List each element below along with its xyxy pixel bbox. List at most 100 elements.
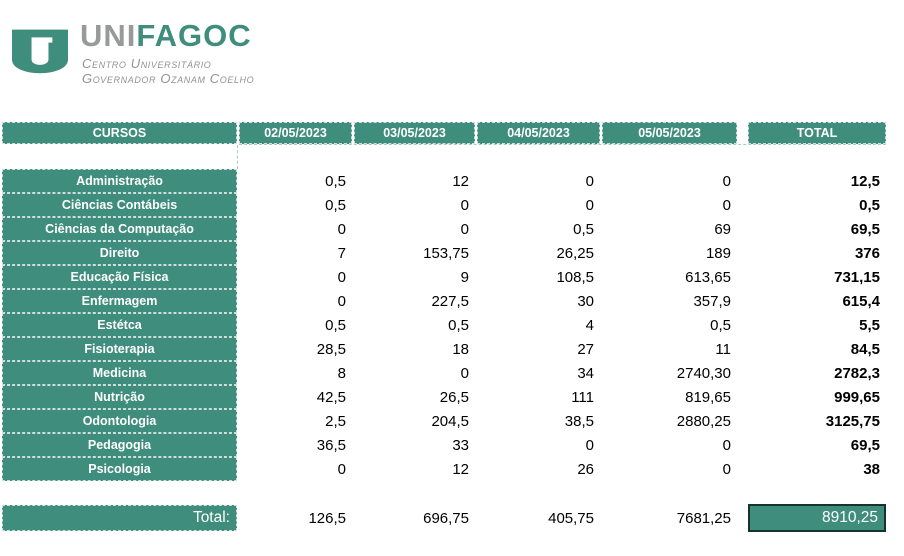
value-cell[interactable]: 12	[452, 460, 469, 478]
course-name-cell[interactable]: Psicologia	[2, 457, 237, 481]
header-cell-date-4[interactable]: 05/05/2023	[602, 122, 737, 144]
value-cell[interactable]: 18	[452, 340, 469, 358]
value-cell[interactable]: 42,5	[316, 388, 346, 406]
header-cell-date-2[interactable]: 03/05/2023	[354, 122, 475, 144]
value-cell[interactable]: 2880,25	[676, 412, 731, 430]
value-cell[interactable]: 204,5	[431, 412, 469, 430]
value-cell[interactable]: 0	[722, 460, 731, 478]
value-cell[interactable]: 0	[337, 268, 346, 286]
footer-value-cell[interactable]: 696,75	[423, 509, 469, 527]
course-name-cell[interactable]: Nutrição	[2, 385, 237, 409]
value-cell[interactable]: 227,5	[431, 292, 469, 310]
brand-text: UNIFAGOC	[80, 20, 252, 51]
header-cell-date-3[interactable]: 04/05/2023	[477, 122, 600, 144]
course-name-cell[interactable]: Ciências da Computação	[2, 217, 237, 241]
course-name-label: Estétca	[97, 318, 142, 332]
value-cell[interactable]: 8	[337, 364, 346, 382]
row-total-cell[interactable]: 3125,75	[825, 412, 880, 430]
value-cell[interactable]: 2,5	[325, 412, 346, 430]
value-cell[interactable]: 0	[460, 364, 469, 382]
row-total-cell[interactable]: 999,65	[834, 388, 880, 406]
value-cell[interactable]: 357,9	[693, 292, 731, 310]
value-cell[interactable]: 0	[585, 172, 594, 190]
course-name-cell[interactable]: Pedagogia	[2, 433, 237, 457]
value-cell[interactable]: 34	[577, 364, 594, 382]
value-cell[interactable]: 819,65	[685, 388, 731, 406]
value-cell[interactable]: 26,25	[556, 244, 594, 262]
value-cell[interactable]: 0,5	[710, 316, 731, 334]
value-cell[interactable]: 7	[337, 244, 346, 262]
header-cell-total[interactable]: TOTAL	[748, 122, 886, 144]
course-name-cell[interactable]: Medicina	[2, 361, 237, 385]
value-cell[interactable]: 0	[585, 436, 594, 454]
course-name-cell[interactable]: Educação Física	[2, 265, 237, 289]
course-name-cell[interactable]: Ciências Contábeis	[2, 193, 237, 217]
value-cell[interactable]: 12	[452, 172, 469, 190]
footer-label-cell[interactable]: Total:	[2, 505, 237, 531]
value-cell[interactable]: 0	[722, 172, 731, 190]
table-row: Psicologia 0 12 26 0 38	[0, 457, 904, 481]
value-cell[interactable]: 0	[722, 196, 731, 214]
course-name-label: Medicina	[92, 366, 147, 380]
value-cell[interactable]: 27	[577, 340, 594, 358]
value-cell[interactable]: 0	[337, 220, 346, 238]
row-total-cell[interactable]: 5,5	[859, 316, 880, 334]
row-total-cell[interactable]: 84,5	[850, 340, 880, 358]
value-cell[interactable]: 0	[460, 220, 469, 238]
row-total-cell[interactable]: 69,5	[850, 220, 880, 238]
value-cell[interactable]: 189	[705, 244, 731, 262]
grand-total-cell[interactable]: 8910,25	[748, 504, 886, 532]
row-total-cell[interactable]: 731,15	[834, 268, 880, 286]
value-cell[interactable]: 11	[715, 340, 731, 358]
value-cell[interactable]: 26	[577, 460, 594, 478]
value-cell[interactable]: 0,5	[325, 172, 346, 190]
value-cell[interactable]: 30	[577, 292, 594, 310]
row-total-cell[interactable]: 615,4	[842, 292, 880, 310]
value-cell[interactable]: 0	[337, 292, 346, 310]
value-cell[interactable]: 36,5	[316, 436, 346, 454]
value-cell[interactable]: 0	[722, 436, 731, 454]
header-cell-cursos[interactable]: CURSOS	[2, 122, 237, 144]
course-name-cell[interactable]: Estétca	[2, 313, 237, 337]
row-total-cell[interactable]: 2782,3	[834, 364, 880, 382]
value-cell[interactable]: 0,5	[448, 316, 469, 334]
course-name-cell[interactable]: Administração	[2, 169, 237, 193]
footer-value-cell[interactable]: 126,5	[308, 509, 346, 527]
value-cell[interactable]: 0,5	[325, 316, 346, 334]
header-cursos-label: CURSOS	[92, 126, 147, 140]
value-cell[interactable]: 69	[714, 220, 731, 238]
value-cell[interactable]: 0,5	[573, 220, 594, 238]
course-name-label: Nutrição	[94, 390, 145, 404]
value-cell[interactable]: 2740,30	[676, 364, 731, 382]
value-cell[interactable]: 38,5	[564, 412, 594, 430]
table-row: Administração 0,5 12 0 0 12,5	[0, 169, 904, 193]
value-cell[interactable]: 111	[571, 388, 594, 406]
row-total-cell[interactable]: 0,5	[859, 196, 880, 214]
value-cell[interactable]: 108,5	[556, 268, 594, 286]
row-total-cell[interactable]: 12,5	[850, 172, 880, 190]
value-cell[interactable]: 153,75	[423, 244, 469, 262]
value-cell[interactable]: 0	[460, 196, 469, 214]
course-name-label: Ciências da Computação	[45, 222, 194, 236]
row-total-cell[interactable]: 38	[863, 460, 880, 478]
value-cell[interactable]: 0	[337, 460, 346, 478]
value-cell[interactable]: 0,5	[325, 196, 346, 214]
course-name-cell[interactable]: Fisioterapia	[2, 337, 237, 361]
value-cell[interactable]: 26,5	[439, 388, 469, 406]
footer-value-cell[interactable]: 7681,25	[676, 509, 731, 527]
footer-value-cell[interactable]: 405,75	[548, 509, 594, 527]
course-name-cell[interactable]: Direito	[2, 241, 237, 265]
header-cell-date-1[interactable]: 02/05/2023	[239, 122, 352, 144]
course-name-cell[interactable]: Enfermagem	[2, 289, 237, 313]
value-cell[interactable]: 28,5	[316, 340, 346, 358]
value-cell[interactable]: 0	[585, 196, 594, 214]
table-row: Educação Física 0 9 108,5 613,65 731,15	[0, 265, 904, 289]
table-row: Estétca 0,5 0,5 4 0,5 5,5	[0, 313, 904, 337]
course-name-cell[interactable]: Odontologia	[2, 409, 237, 433]
value-cell[interactable]: 4	[585, 316, 594, 334]
value-cell[interactable]: 33	[452, 436, 469, 454]
value-cell[interactable]: 613,65	[685, 268, 731, 286]
value-cell[interactable]: 9	[460, 268, 469, 286]
row-total-cell[interactable]: 69,5	[850, 436, 880, 454]
row-total-cell[interactable]: 376	[854, 244, 880, 262]
